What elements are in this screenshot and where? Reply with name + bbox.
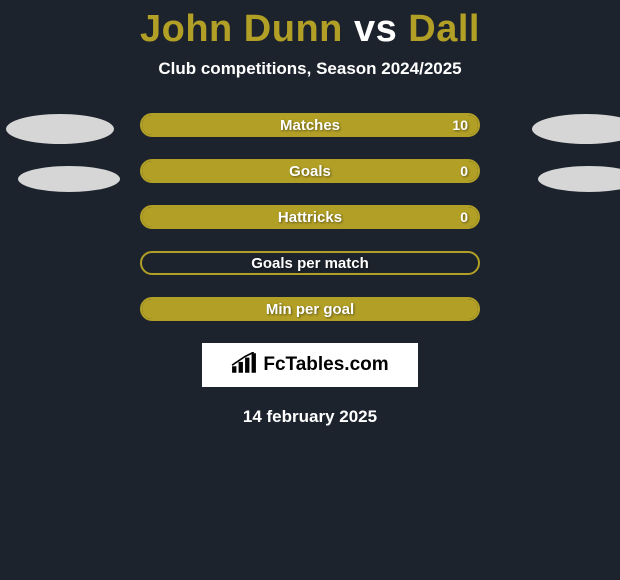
- decor-ellipse-left-2: [18, 166, 120, 192]
- date-label: 14 february 2025: [0, 407, 620, 427]
- stat-bar-label: Matches: [142, 115, 478, 135]
- stat-bar-goals: Goals 0: [140, 159, 480, 183]
- subtitle: Club competitions, Season 2024/2025: [0, 59, 620, 79]
- stat-bar-label: Hattricks: [142, 207, 478, 227]
- stats-stage: Matches 10 Goals 0 Hattricks 0 Goals per…: [0, 113, 620, 427]
- vs-separator: vs: [354, 8, 397, 50]
- stat-bar-value: 10: [452, 115, 468, 135]
- stat-bar-label: Goals: [142, 161, 478, 181]
- stat-bar-min-per-goal: Min per goal: [140, 297, 480, 321]
- brand-badge: FcTables.com: [202, 343, 418, 387]
- stat-bar-matches: Matches 10: [140, 113, 480, 137]
- decor-ellipse-right-1: [532, 114, 620, 144]
- stat-bar-label: Min per goal: [142, 299, 478, 319]
- stat-bar-goals-per-match: Goals per match: [140, 251, 480, 275]
- decor-ellipse-left-1: [6, 114, 114, 144]
- bar-chart-icon: [231, 352, 257, 379]
- comparison-title: John Dunn vs Dall: [0, 0, 620, 51]
- player2-name: Dall: [408, 8, 480, 50]
- stat-bar-label: Goals per match: [142, 253, 478, 273]
- player1-name: John Dunn: [140, 8, 343, 50]
- stat-bar-value: 0: [460, 161, 468, 181]
- stat-bars: Matches 10 Goals 0 Hattricks 0 Goals per…: [140, 113, 480, 321]
- brand-text: FcTables.com: [263, 354, 388, 376]
- decor-ellipse-right-2: [538, 166, 620, 192]
- stat-bar-hattricks: Hattricks 0: [140, 205, 480, 229]
- stat-bar-value: 0: [460, 207, 468, 227]
